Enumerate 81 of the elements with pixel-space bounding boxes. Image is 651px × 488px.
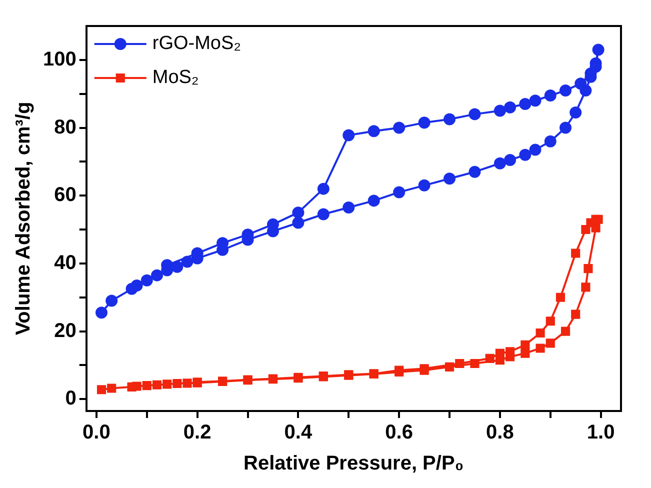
- point: [592, 44, 604, 56]
- point: [556, 292, 566, 302]
- y-tick-label: 100: [42, 48, 76, 70]
- point: [444, 113, 456, 126]
- point: [444, 172, 456, 185]
- point: [504, 101, 516, 114]
- point: [560, 84, 572, 96]
- x-tick-label: 0.4: [284, 422, 313, 444]
- point: [529, 94, 542, 107]
- y-axis-title: Volume Adsorbed, cm³/g: [12, 102, 35, 336]
- point: [368, 194, 380, 207]
- point: [106, 294, 118, 307]
- point: [393, 122, 406, 134]
- point: [546, 338, 555, 348]
- point: [520, 348, 530, 358]
- point: [546, 316, 555, 326]
- point: [560, 326, 570, 336]
- x-tick-label: 0.8: [486, 422, 514, 444]
- point: [142, 381, 152, 390]
- point: [495, 348, 504, 358]
- point: [571, 310, 580, 319]
- point: [162, 380, 172, 389]
- point: [171, 260, 184, 273]
- y-tick-label: 20: [54, 320, 76, 342]
- point: [570, 106, 582, 118]
- point: [494, 104, 506, 117]
- point: [544, 135, 556, 148]
- point: [107, 384, 116, 393]
- legend-label: MoS₂: [152, 67, 199, 88]
- point: [584, 264, 593, 274]
- point: [544, 90, 556, 102]
- point: [574, 78, 587, 90]
- point: [393, 186, 406, 198]
- point: [181, 256, 194, 268]
- point: [292, 206, 304, 219]
- x-tick-label: 0.2: [183, 422, 212, 444]
- point: [130, 279, 143, 292]
- point: [152, 380, 162, 390]
- point: [96, 385, 106, 394]
- point: [182, 378, 192, 388]
- point: [455, 358, 464, 368]
- point: [536, 328, 545, 338]
- point: [132, 382, 142, 391]
- x-tick-label: 1.0: [586, 422, 615, 444]
- point: [470, 358, 480, 368]
- point: [292, 216, 304, 229]
- point: [520, 340, 530, 350]
- point: [519, 148, 532, 161]
- point: [172, 378, 182, 388]
- point: [581, 224, 590, 234]
- point: [468, 166, 481, 178]
- point: [485, 354, 494, 363]
- point: [342, 129, 355, 142]
- point: [581, 282, 590, 292]
- point: [444, 362, 454, 372]
- legend-label: rGO-MoS₂: [152, 33, 242, 54]
- point: [96, 306, 108, 319]
- point: [536, 344, 545, 353]
- point: [519, 98, 532, 110]
- point: [504, 154, 516, 166]
- point: [218, 376, 228, 386]
- x-tick-label: 0.6: [385, 422, 413, 444]
- point: [418, 116, 430, 129]
- point: [571, 248, 580, 258]
- point: [150, 269, 163, 282]
- point: [418, 179, 430, 192]
- y-tick-label: 80: [54, 116, 76, 138]
- y-tick-label: 60: [54, 184, 76, 206]
- point: [560, 122, 572, 134]
- x-axis-title: Relative Pressure, P/P₀: [244, 452, 464, 475]
- y-tick-label: 0: [65, 388, 76, 410]
- point: [140, 274, 153, 286]
- point: [468, 108, 481, 120]
- point: [529, 144, 542, 156]
- point: [317, 182, 330, 195]
- point: [342, 201, 355, 214]
- x-tick-label: 0.0: [82, 422, 110, 444]
- y-tick-label: 40: [54, 252, 76, 274]
- point: [317, 208, 330, 220]
- point: [494, 157, 506, 170]
- point: [368, 125, 380, 138]
